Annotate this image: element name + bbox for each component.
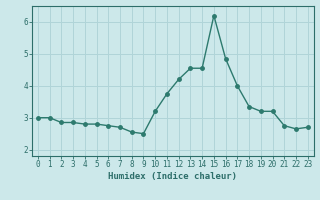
- X-axis label: Humidex (Indice chaleur): Humidex (Indice chaleur): [108, 172, 237, 181]
